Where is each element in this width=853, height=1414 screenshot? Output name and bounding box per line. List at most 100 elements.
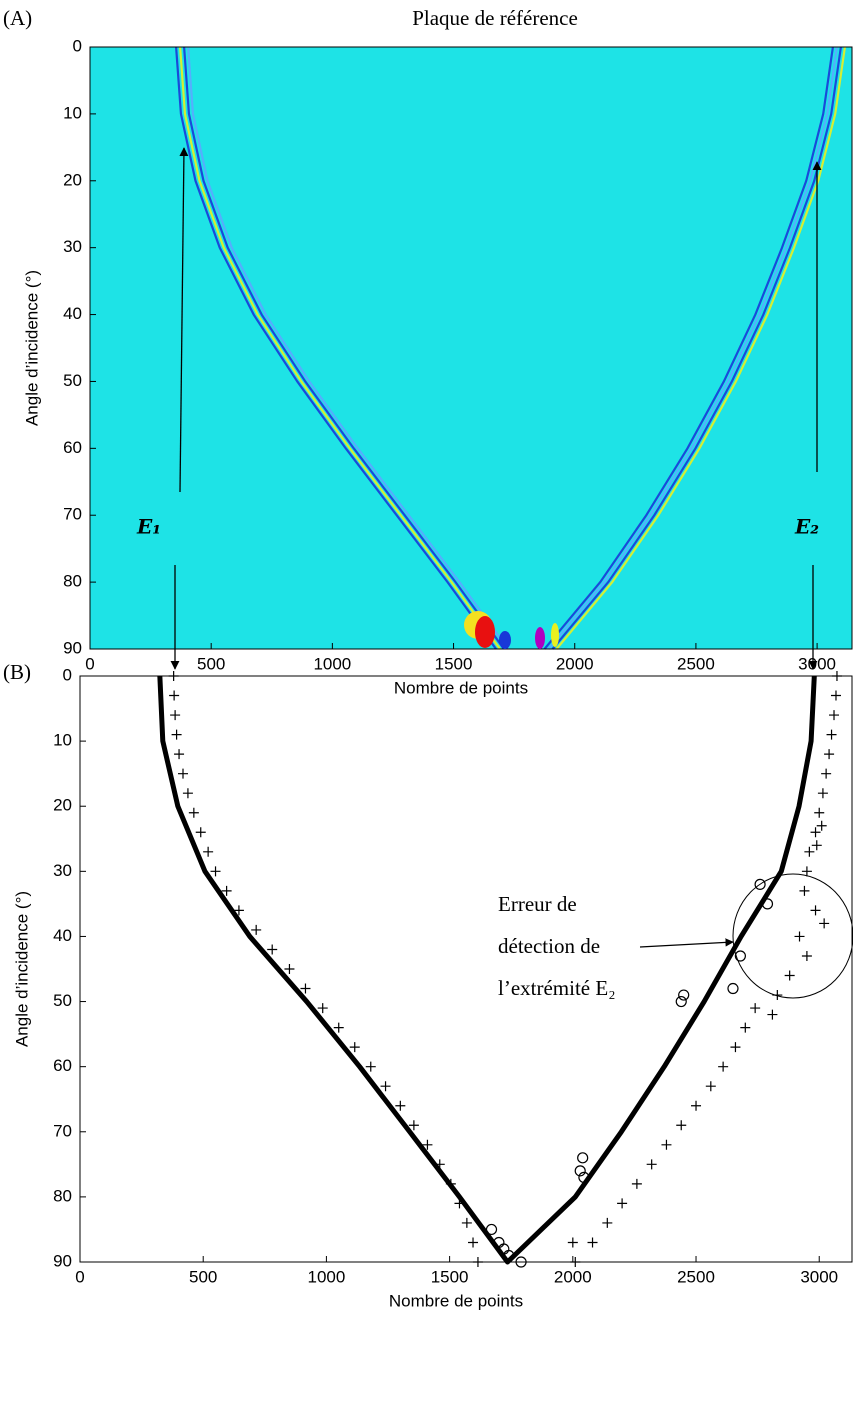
ridge-stripe bbox=[555, 46, 847, 650]
annotation: détection de bbox=[498, 934, 600, 958]
plus-marker bbox=[169, 690, 180, 701]
plus-marker bbox=[434, 1159, 445, 1170]
y-tick-label: 30 bbox=[53, 861, 72, 880]
plus-marker bbox=[718, 1061, 729, 1072]
plus-marker bbox=[801, 950, 812, 961]
y-tick-label: 60 bbox=[53, 1056, 72, 1075]
plus-marker bbox=[171, 729, 182, 740]
x-tick-label: 2000 bbox=[554, 1267, 592, 1286]
plus-marker bbox=[300, 983, 311, 994]
panel-label: (A) bbox=[3, 6, 32, 30]
circle-marker bbox=[574, 1165, 586, 1177]
annotation: Erreur de bbox=[498, 892, 577, 916]
plus-marker bbox=[284, 964, 295, 974]
plus-marker bbox=[617, 1198, 628, 1209]
plus-marker bbox=[349, 1042, 360, 1053]
plus-marker bbox=[817, 788, 828, 799]
plus-marker bbox=[631, 1178, 642, 1189]
circle-marker bbox=[754, 878, 766, 890]
plus-marker bbox=[646, 1159, 657, 1170]
axes-frame bbox=[79, 675, 853, 1263]
plus-marker bbox=[767, 1009, 778, 1020]
plus-marker bbox=[829, 710, 840, 721]
heatmap-background bbox=[90, 47, 852, 649]
y-tick-label: 90 bbox=[63, 638, 82, 657]
cross-panel-arrows bbox=[170, 147, 822, 670]
x-tick-label: 1500 bbox=[435, 654, 473, 673]
plus-marker bbox=[233, 905, 244, 916]
ridge-stripe bbox=[543, 46, 835, 650]
plus-marker bbox=[251, 924, 262, 935]
plus-marker bbox=[811, 840, 822, 851]
ridge-label: E₁ bbox=[136, 515, 161, 539]
plus-marker bbox=[740, 1022, 751, 1033]
ridge-stripe bbox=[183, 46, 505, 650]
y-tick-label: 40 bbox=[63, 304, 82, 323]
chart-title: Plaque de référence bbox=[412, 6, 578, 30]
circle-marker bbox=[761, 898, 774, 910]
plus-marker bbox=[395, 1100, 406, 1111]
y-tick-label: 50 bbox=[53, 991, 72, 1010]
y-tick-label: 0 bbox=[73, 36, 82, 55]
plus-marker bbox=[826, 729, 837, 740]
ridge-stripe bbox=[551, 46, 843, 650]
y-tick-label: 30 bbox=[63, 237, 82, 256]
ridge-stripe bbox=[179, 46, 501, 650]
plus-marker bbox=[799, 885, 810, 896]
circle-marker bbox=[578, 1171, 590, 1183]
plus-marker bbox=[801, 866, 812, 877]
plus-marker bbox=[380, 1081, 391, 1092]
y-tick-label: 10 bbox=[63, 103, 82, 122]
x-tick-label: 500 bbox=[197, 654, 225, 673]
panel-label: (B) bbox=[3, 660, 31, 684]
annotation-circle bbox=[732, 873, 853, 999]
annotation: l’extrémité E₂ bbox=[498, 976, 616, 1000]
plus-marker bbox=[804, 846, 815, 857]
plus-marker bbox=[422, 1139, 433, 1150]
y-tick-label: 90 bbox=[53, 1251, 72, 1270]
x-tick-label: 1000 bbox=[313, 654, 351, 673]
y-tick-label: 20 bbox=[53, 796, 72, 815]
plus-marker bbox=[810, 827, 821, 838]
x-tick-label: 1000 bbox=[307, 1267, 345, 1286]
x-tick-label: 0 bbox=[75, 1267, 84, 1286]
plus-marker bbox=[810, 905, 821, 916]
circle-marker bbox=[503, 1249, 515, 1262]
x-tick-label: 3000 bbox=[798, 654, 836, 673]
plus-marker bbox=[177, 768, 188, 779]
plus-marker bbox=[705, 1081, 716, 1092]
plus-marker bbox=[174, 749, 185, 760]
plus-marker bbox=[730, 1042, 741, 1053]
y-axis-label: Angle d’incidence (°) bbox=[22, 270, 41, 426]
plus-marker bbox=[816, 820, 827, 831]
x-tick-label: 2000 bbox=[556, 654, 594, 673]
plus-marker bbox=[408, 1120, 419, 1131]
circle-marker bbox=[577, 1152, 589, 1164]
plus-marker bbox=[333, 1022, 344, 1033]
plus-marker bbox=[661, 1139, 672, 1150]
plus-marker bbox=[365, 1061, 376, 1072]
y-tick-label: 20 bbox=[63, 170, 82, 189]
y-tick-label: 70 bbox=[53, 1121, 72, 1140]
plus-marker bbox=[691, 1100, 702, 1111]
plus-marker bbox=[814, 807, 825, 818]
y-tick-label: 60 bbox=[63, 438, 82, 457]
plus-marker bbox=[821, 768, 832, 779]
plus-marker bbox=[819, 918, 830, 929]
plus-marker bbox=[221, 885, 232, 896]
y-tick-label: 0 bbox=[63, 665, 72, 684]
plus-marker bbox=[267, 944, 278, 955]
x-tick-label: 1500 bbox=[431, 1267, 469, 1286]
plus-marker bbox=[676, 1120, 687, 1131]
circle-marker bbox=[485, 1223, 498, 1236]
plus-marker bbox=[195, 827, 206, 838]
plus-marker bbox=[182, 788, 193, 799]
plus-marker bbox=[445, 1178, 456, 1189]
x-tick-label: 500 bbox=[189, 1267, 217, 1286]
hotspot bbox=[464, 611, 559, 649]
plus-marker bbox=[170, 710, 181, 721]
ridge-stripe bbox=[547, 46, 839, 650]
